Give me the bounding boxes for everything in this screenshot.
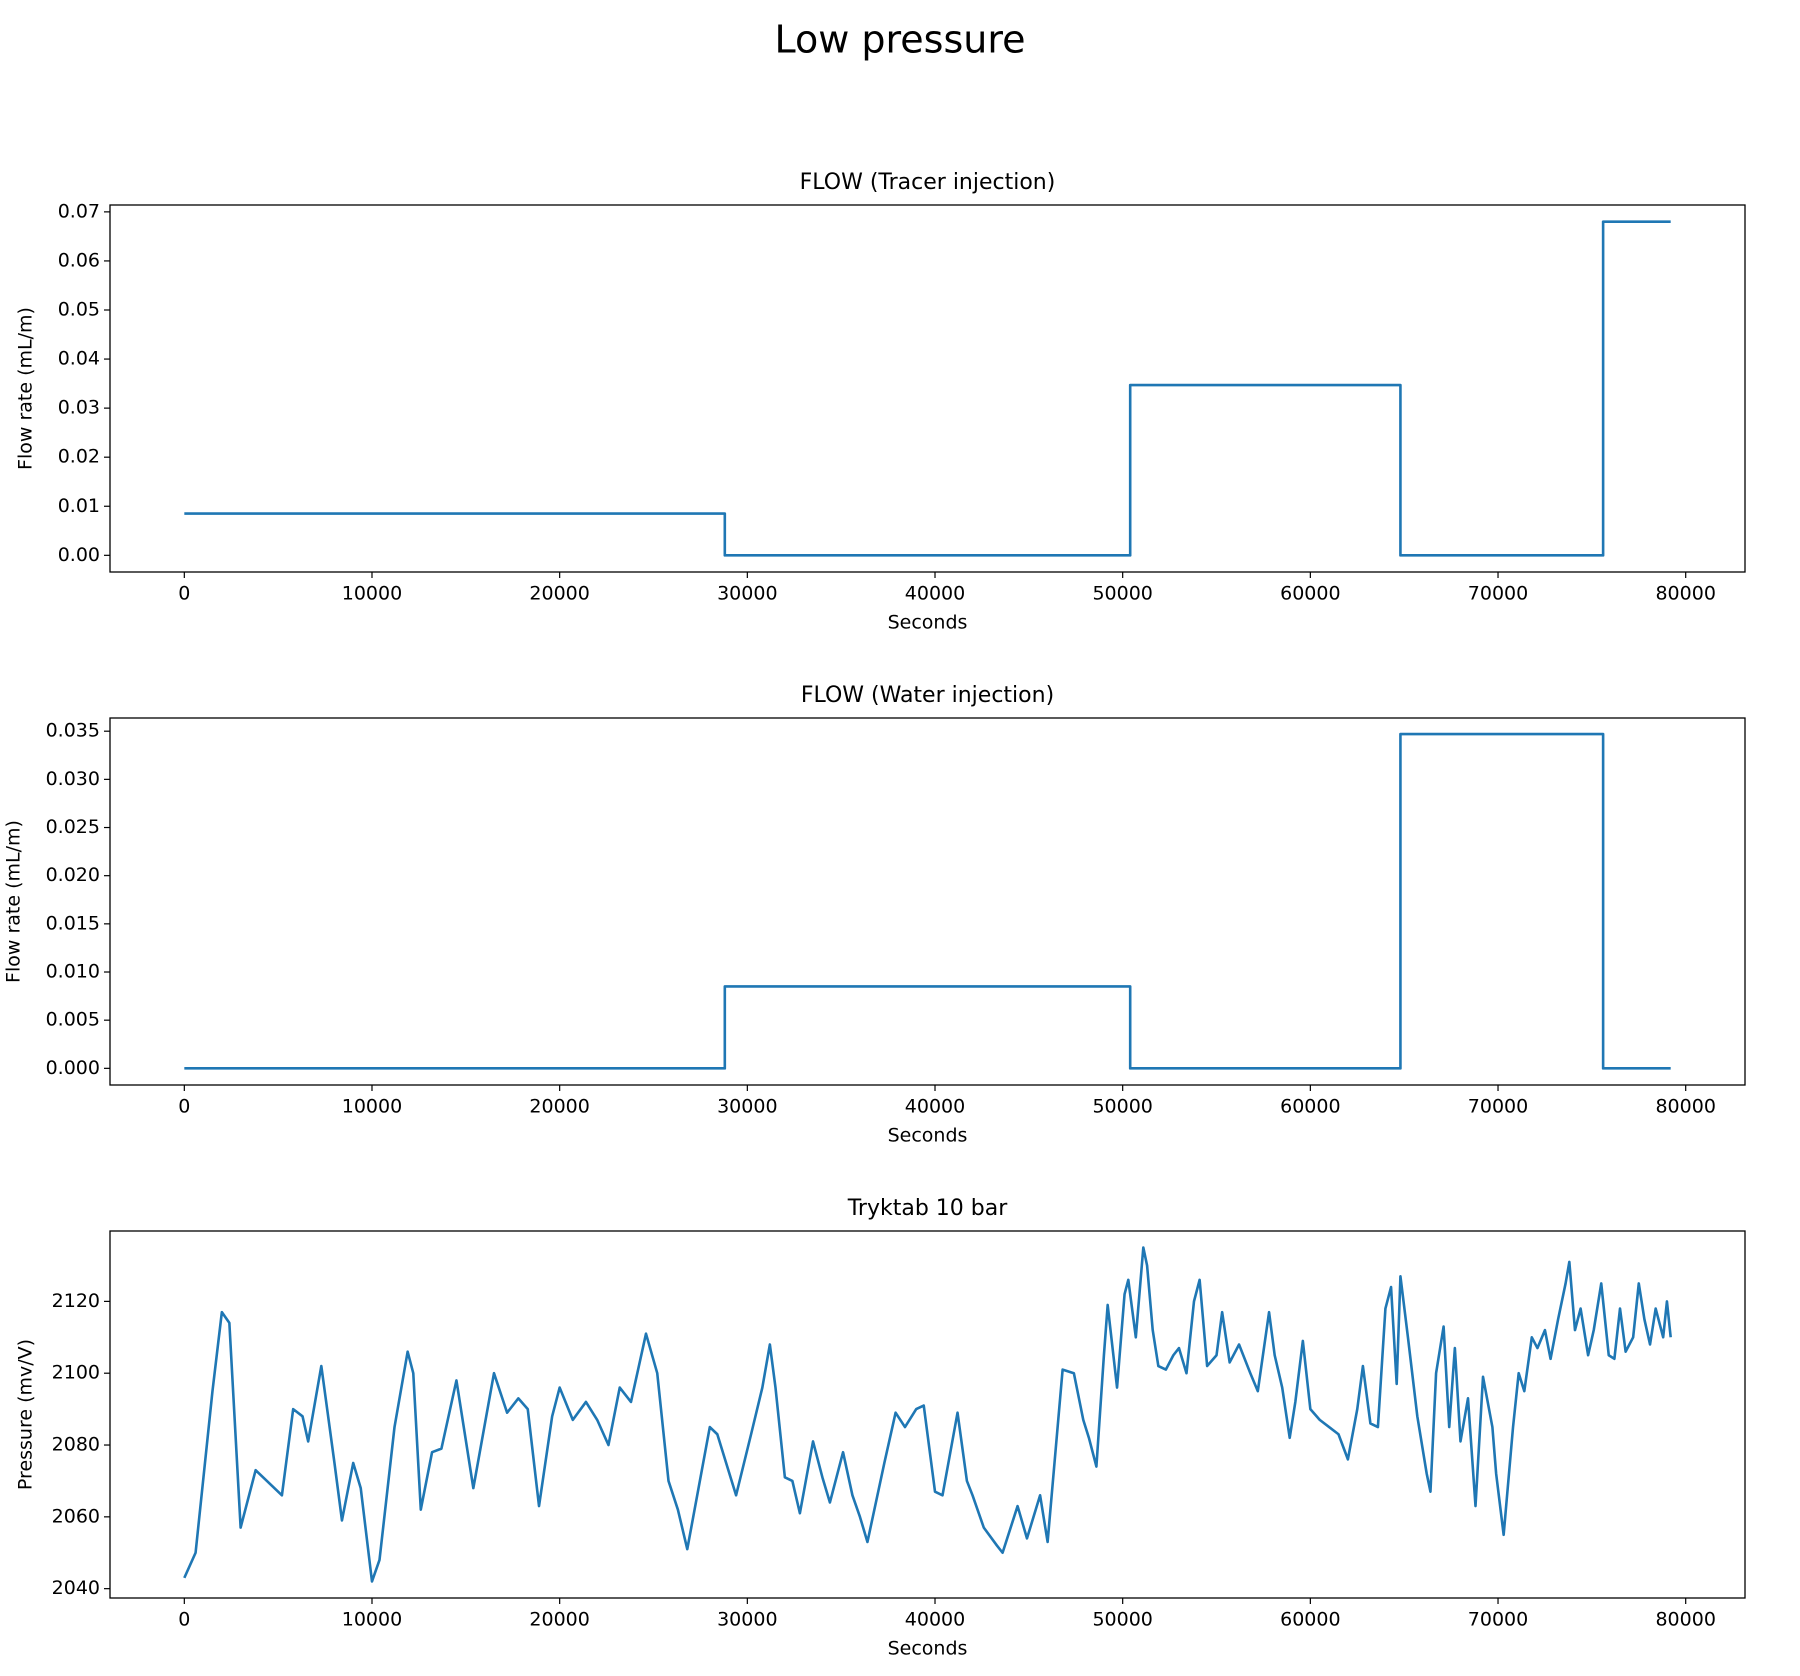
x-tick-label: 0 bbox=[178, 1096, 190, 1118]
y-tick-label: 0.06 bbox=[58, 249, 100, 271]
x-axis-label: Seconds bbox=[888, 1125, 968, 1147]
y-tick-label: 0.020 bbox=[46, 864, 100, 886]
y-axis-label: Flow rate (mL/m) bbox=[3, 820, 25, 983]
y-tick-label: 0.03 bbox=[58, 397, 100, 419]
subplot-title: FLOW (Water injection) bbox=[801, 683, 1054, 708]
y-tick-label: 2060 bbox=[52, 1505, 100, 1527]
x-tick-label: 40000 bbox=[905, 1609, 965, 1631]
x-axis-label: Seconds bbox=[888, 1638, 968, 1660]
x-tick-label: 40000 bbox=[905, 583, 965, 605]
data-line bbox=[183, 1246, 1672, 1583]
x-tick-label: 70000 bbox=[1468, 583, 1528, 605]
x-tick-label: 50000 bbox=[1092, 1609, 1152, 1631]
x-tick-label: 70000 bbox=[1468, 1609, 1528, 1631]
x-tick-label: 30000 bbox=[717, 1609, 777, 1631]
y-tick-label: 2120 bbox=[52, 1290, 100, 1312]
x-tick-label: 0 bbox=[178, 583, 190, 605]
y-tick-label: 0.04 bbox=[58, 348, 100, 370]
figure-title: Low pressure bbox=[774, 18, 1025, 62]
y-tick-label: 0.05 bbox=[58, 298, 100, 320]
x-tick-label: 30000 bbox=[717, 583, 777, 605]
x-tick-label: 80000 bbox=[1655, 1609, 1715, 1631]
y-tick-label: 0.07 bbox=[58, 200, 100, 222]
x-tick-label: 50000 bbox=[1092, 1096, 1152, 1118]
axes-frame bbox=[109, 204, 1746, 573]
x-axis-label: Seconds bbox=[888, 612, 968, 634]
x-tick-label: 60000 bbox=[1280, 583, 1340, 605]
axes-frame bbox=[109, 1230, 1746, 1599]
y-tick-label: 0.01 bbox=[58, 495, 100, 517]
x-tick-label: 60000 bbox=[1280, 1096, 1340, 1118]
y-tick-label: 0.030 bbox=[46, 768, 100, 790]
x-tick-label: 80000 bbox=[1655, 1096, 1715, 1118]
y-tick-label: 0.015 bbox=[46, 912, 100, 934]
x-tick-label: 70000 bbox=[1468, 1096, 1528, 1118]
y-tick-label: 2100 bbox=[52, 1362, 100, 1384]
x-tick-label: 10000 bbox=[342, 1609, 402, 1631]
y-tick-label: 0.005 bbox=[46, 1009, 100, 1031]
x-tick-label: 40000 bbox=[905, 1096, 965, 1118]
x-tick-label: 20000 bbox=[529, 1096, 589, 1118]
data-line bbox=[184, 732, 1671, 1070]
x-tick-label: 10000 bbox=[342, 1096, 402, 1118]
y-tick-label: 0.010 bbox=[46, 961, 100, 983]
y-axis-label: Flow rate (mL/m) bbox=[15, 307, 37, 470]
y-tick-label: 0.02 bbox=[58, 446, 100, 468]
x-tick-label: 60000 bbox=[1280, 1609, 1340, 1631]
y-tick-label: 0.00 bbox=[58, 544, 100, 566]
data-line bbox=[184, 220, 1671, 557]
subplot-title: FLOW (Tracer injection) bbox=[800, 170, 1056, 195]
y-tick-label: 0.000 bbox=[46, 1057, 100, 1079]
y-tick-label: 0.025 bbox=[46, 816, 100, 838]
y-tick-label: 0.035 bbox=[46, 720, 100, 742]
subplot-title: Tryktab 10 bar bbox=[847, 1196, 1009, 1221]
x-tick-label: 0 bbox=[178, 1609, 190, 1631]
x-tick-label: 20000 bbox=[529, 583, 589, 605]
x-tick-label: 20000 bbox=[529, 1609, 589, 1631]
x-tick-label: 30000 bbox=[717, 1096, 777, 1118]
x-tick-label: 50000 bbox=[1092, 583, 1152, 605]
y-tick-label: 2040 bbox=[52, 1577, 100, 1599]
y-axis-label: Pressure (mv/V) bbox=[15, 1339, 37, 1490]
x-tick-label: 10000 bbox=[342, 583, 402, 605]
x-tick-label: 80000 bbox=[1655, 583, 1715, 605]
y-tick-label: 2080 bbox=[52, 1434, 100, 1456]
axes-frame bbox=[109, 717, 1746, 1086]
